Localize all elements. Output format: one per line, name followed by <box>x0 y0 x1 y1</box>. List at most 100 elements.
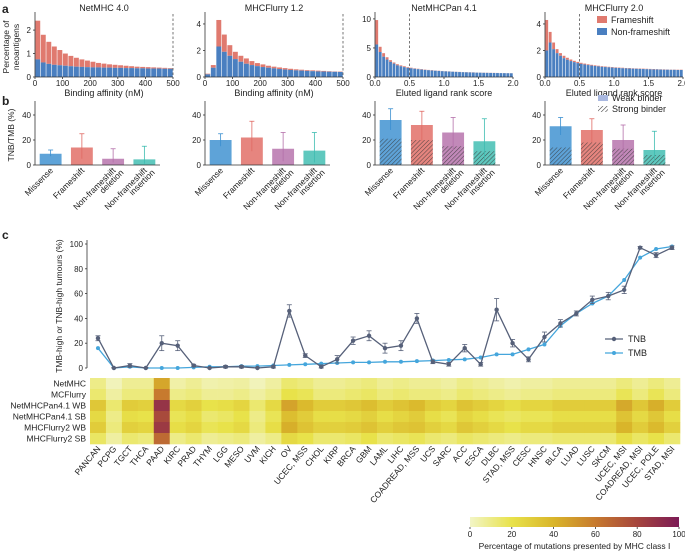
a-bar-nonframeshift <box>40 62 46 77</box>
heatmap-cell <box>600 411 617 423</box>
heatmap-cell <box>137 378 155 390</box>
a-bar-frameshift <box>378 46 382 53</box>
heatmap-cell <box>313 400 330 412</box>
heatmap-cell <box>249 433 266 445</box>
c-point-tnb <box>462 345 467 351</box>
a-xtick-label: 0.0 <box>539 79 551 88</box>
a-bar-nonframeshift <box>655 69 659 77</box>
a-bar-nonframeshift <box>73 66 79 77</box>
a-bar-nonframeshift <box>489 72 492 77</box>
heatmap-cell <box>456 433 474 445</box>
a-bar-nonframeshift <box>326 71 332 77</box>
a-bar-nonframeshift <box>293 70 299 77</box>
b-ytick-label: 20 <box>22 136 31 145</box>
heatmap-cell <box>201 389 218 401</box>
a-bar-nonframeshift <box>205 74 211 77</box>
a-bar-nonframeshift <box>590 65 593 77</box>
panel-c-line-chart: TMB-high or TNB-high tumours (%) 0 20 40 60 8… <box>54 239 675 373</box>
heatmap-cell <box>169 411 186 423</box>
a-bar-frameshift <box>409 67 413 69</box>
a-xlabel: Binding affinity (nM) <box>64 88 143 98</box>
a-bar-frameshift <box>107 64 112 68</box>
a-bar-frameshift <box>321 70 327 72</box>
a-bar-frameshift <box>134 66 140 69</box>
a-ytick-label: 0 <box>537 73 542 82</box>
heatmap-cell <box>233 389 250 401</box>
heatmap-cell <box>329 422 346 434</box>
heatmap-cell <box>281 389 298 401</box>
c-ytick-label: 20 <box>74 339 83 348</box>
heatmap-row-label: NetMHC <box>53 379 86 389</box>
a-bar-nonframeshift <box>569 61 573 77</box>
heatmap-cell <box>297 411 314 423</box>
a-bar-frameshift <box>254 63 260 67</box>
a-bar-nonframeshift <box>396 65 399 77</box>
a-bar-nonframeshift <box>648 69 652 77</box>
a-bar-frameshift <box>227 45 233 56</box>
a-ytick-label: 0 <box>367 73 372 82</box>
heatmap-cell <box>233 400 250 412</box>
heatmap-cell <box>329 400 346 412</box>
a-ytick-label: 10 <box>362 15 371 24</box>
a-bar-frameshift <box>562 55 566 59</box>
a-bar-nonframeshift <box>129 68 135 77</box>
b-legend-label-weak: Weak binder <box>612 93 662 103</box>
a-bar-nonframeshift <box>427 70 430 77</box>
heatmap-cell <box>488 400 505 412</box>
a-bar-nonframeshift <box>79 66 85 77</box>
a-bar-nonframeshift <box>617 67 621 77</box>
heatmap-cell <box>648 389 665 401</box>
c-point-tnb <box>526 357 531 362</box>
c-point-tnb <box>446 362 451 367</box>
heatmap-cell <box>90 422 107 434</box>
colorbar-tick-label: 60 <box>591 530 600 539</box>
heatmap-cell <box>137 400 155 412</box>
heatmap-row-label: NetMHCPan4.1 SB <box>13 412 87 422</box>
c-point-tnb <box>207 365 212 371</box>
a-legend-swatch-nonframeshift <box>597 28 607 35</box>
a-bar-nonframeshift <box>416 69 420 77</box>
c-ytick-label: 100 <box>70 240 84 249</box>
a-bar-frameshift <box>326 71 332 72</box>
heatmap-cell <box>169 378 186 390</box>
heatmap-cell <box>520 389 537 401</box>
a-bar-nonframeshift <box>406 67 410 77</box>
a-bar-nonframeshift <box>576 63 580 77</box>
a-bar-nonframeshift <box>304 70 310 77</box>
a-bar-frameshift <box>96 62 101 68</box>
b-subplot-0: MissenseFrameshiftNon-frameshiftdeletion… <box>22 101 160 212</box>
a-bar-nonframeshift <box>423 69 427 77</box>
heatmap-cell <box>504 389 521 401</box>
a-bar-nonframeshift <box>631 68 635 77</box>
heatmap-cell <box>201 378 218 390</box>
c-point-tmb <box>542 342 547 347</box>
heatmap-cell <box>105 433 123 445</box>
heatmap-cell <box>185 389 202 401</box>
heatmap-cell <box>313 389 330 401</box>
heatmap-row-label: MHCFlurry2 SB <box>26 434 86 444</box>
heatmap-cell <box>600 433 617 445</box>
panel-label-c: c <box>2 228 9 242</box>
heatmap-cell <box>105 389 123 401</box>
heatmap-cell <box>345 411 362 423</box>
a-bar-nonframeshift <box>572 62 576 77</box>
a-xtick-label: 1.0 <box>608 79 620 88</box>
a-bar-nonframeshift <box>123 68 129 77</box>
a-bar-frameshift <box>145 67 151 69</box>
heatmap-cell <box>392 422 410 434</box>
c-point-tnb <box>430 359 436 364</box>
heatmap-cell <box>440 400 458 412</box>
heatmap-cell <box>217 422 234 434</box>
heatmap-cell <box>536 400 553 412</box>
a-xtick-label: 200 <box>254 79 268 88</box>
c-point-tnb <box>621 287 627 293</box>
heatmap-cell <box>201 433 218 445</box>
a-bar-frameshift <box>583 63 587 65</box>
a-bar-frameshift <box>566 57 569 60</box>
heatmap-cell <box>377 411 394 423</box>
c-point-tnb <box>398 343 404 348</box>
heatmap-cell <box>632 400 649 412</box>
heatmap-cell <box>552 389 569 401</box>
c-point-tmb <box>654 246 659 251</box>
